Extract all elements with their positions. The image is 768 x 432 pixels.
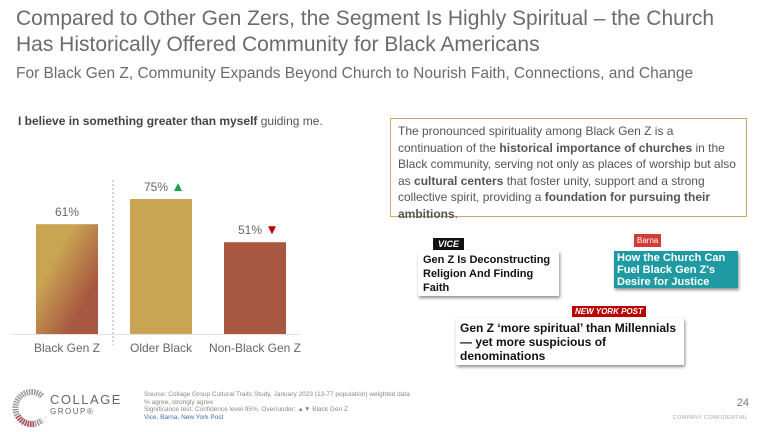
up-arrow-icon — [174, 183, 182, 191]
page-number: 24 — [736, 397, 749, 409]
significance-note: Significance test: Confidence level 95%.… — [144, 406, 348, 414]
page-title: Compared to Other Gen Zers, the Segment … — [16, 7, 714, 56]
brand-logo: COLLAGE GROUP® — [50, 392, 122, 416]
nypost-logo: NEW YORK POST — [572, 306, 646, 317]
metric-note: % agree, strongly agree — [144, 398, 214, 406]
source-note: Source: Collage Group Cultural Traits St… — [144, 391, 410, 398]
barna-logo: Barna — [634, 234, 662, 247]
bar-0 — [36, 224, 98, 334]
news-clip-vice[interactable]: Gen Z Is Deconstructing Religion And Fin… — [418, 251, 559, 296]
category-label: Older Black — [130, 341, 193, 355]
down-arrow-icon — [268, 226, 276, 235]
bar-1 — [130, 199, 192, 334]
callout-box: The pronounced spirituality among Black … — [390, 118, 747, 221]
bar-value-label: 51% — [238, 223, 262, 237]
footnotes: Source: Collage Group Cultural Traits St… — [144, 391, 410, 421]
source-links[interactable]: Vice, Barna, New York Post — [144, 413, 224, 421]
category-label: Black Gen Z — [34, 341, 100, 355]
confidential-label: COMPANY CONFIDENTIAL — [672, 415, 748, 421]
chart-question: I believe in something greater than myse… — [18, 114, 323, 128]
bar-2 — [224, 242, 286, 334]
news-clip-nypost[interactable]: Gen Z ‘more spiritual’ than Millennials … — [456, 318, 684, 365]
news-clip-barna[interactable]: How the Church Can Fuel Black Gen Z's De… — [614, 251, 738, 288]
bar-chart: 61% Black Gen Z 75% Older Black 51% Non-Black… — [10, 180, 301, 355]
category-label: Non-Black Gen Z — [209, 341, 301, 355]
question-rest: guiding me. — [257, 114, 323, 128]
question-bold: I believe in something greater than myse… — [18, 114, 258, 128]
collage-logo-icon — [12, 389, 44, 428]
vice-logo: VICE — [433, 238, 465, 250]
bar-value-label: 75% — [144, 180, 168, 194]
page-subtitle: For Black Gen Z, Community Expands Beyon… — [16, 65, 694, 82]
brand-line1: COLLAGE — [50, 392, 122, 407]
bar-value-label: 61% — [55, 205, 79, 219]
brand-line2: GROUP® — [50, 407, 95, 416]
